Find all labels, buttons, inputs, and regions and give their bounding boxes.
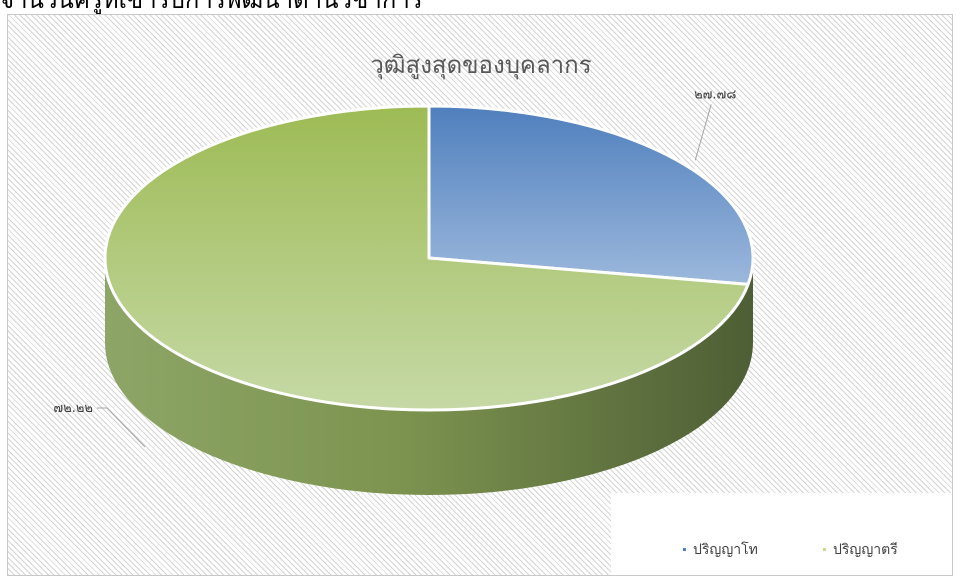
legend-marker-bachelor — [823, 548, 826, 551]
chart-area[interactable]: วุฒิสูงสุดของบุคลากร ๒๗.๗๘๗๒.๒๒ ปริญญาโท — [7, 14, 953, 576]
data-label-bachelor: ๗๒.๒๒ — [53, 401, 93, 416]
legend-label-master: ปริญญาโท — [693, 542, 758, 558]
legend: ปริญญาโท ปริญญาตรี — [611, 493, 952, 575]
legend-item-bachelor: ปริญญาตรี — [823, 539, 898, 561]
pie-side-wall — [105, 258, 753, 495]
legend-label-bachelor: ปริญญาตรี — [833, 542, 898, 558]
chart-title: วุฒิสูงสุดของบุคลากร — [370, 51, 592, 79]
legend-item-master: ปริญญาโท — [683, 539, 758, 561]
leader-line-bachelor — [97, 407, 146, 448]
data-label-master: ๒๗.๗๘ — [694, 87, 736, 102]
pie-slice-master[interactable] — [427, 104, 755, 286]
heading: จำนวนครูที่เข้ารับการพัฒนาด้านวิชาการ — [0, 0, 423, 14]
legend-marker-master — [683, 548, 686, 551]
pie-slice-bachelor[interactable] — [103, 104, 750, 412]
leader-line-master — [694, 104, 712, 161]
